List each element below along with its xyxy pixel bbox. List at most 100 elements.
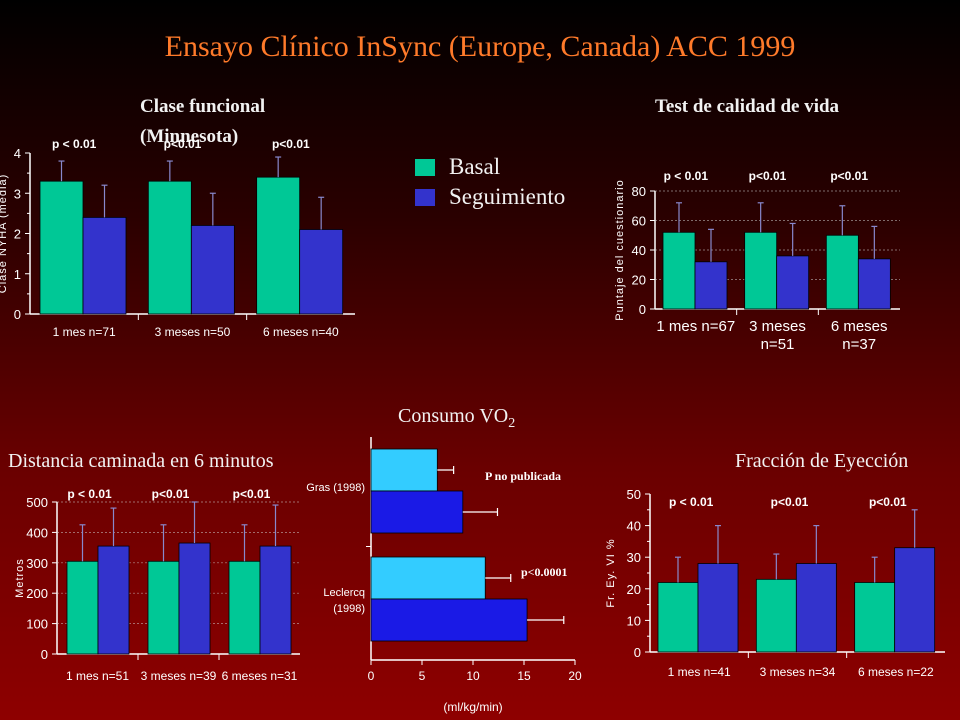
- chart1-title-line2: (Minnesota): [140, 126, 239, 147]
- consumo-vo2-category-label-1-1: (1998): [333, 603, 365, 615]
- distancia-ytick-label-3: 300: [26, 556, 48, 571]
- clase-funcional-bar-seguimiento-0: [82, 216, 127, 315]
- consumo-vo2-category-label-1: Leclercq: [323, 587, 365, 599]
- fraccion-eyeccion-category-label-1: 3 meses n=34: [760, 665, 836, 679]
- legend-swatch-basal: [415, 158, 435, 176]
- calidad-vida-ytick-label-3: 60: [632, 214, 646, 229]
- fraccion-eyeccion-ytick-label-3: 30: [627, 550, 641, 565]
- distancia-ytick-label-5: 500: [26, 495, 48, 510]
- fraccion-eyeccion-bar-seguimiento-1: [795, 563, 837, 653]
- fraccion-eyeccion-ytick-label-2: 20: [627, 582, 641, 597]
- clase-funcional-pvalue-2: p<0.01: [272, 137, 310, 151]
- consumo-vo2-xtick-label-4: 20: [568, 669, 582, 683]
- chart3-title: Distancia caminada en 6 minutos: [8, 450, 274, 472]
- clase-funcional-bar-basal-0: [39, 180, 84, 315]
- clase-funcional-category-label-0: 1 mes n=71: [53, 325, 116, 339]
- distancia-category-label-0: 1 mes n=51: [66, 669, 129, 683]
- fraccion-eyeccion-bar-basal-0: [657, 582, 699, 653]
- fraccion-eyeccion-pvalue-2: p<0.01: [869, 495, 907, 509]
- distancia-pvalue-0: p < 0.01: [67, 487, 112, 501]
- fraccion-eyeccion-ytick-label-4: 40: [627, 519, 641, 534]
- clase-funcional-y-label: Clase NYHA (media): [0, 174, 9, 293]
- consumo-vo2-x-label: (ml/kg/min): [443, 700, 502, 714]
- calidad-vida-ytick-label-2: 40: [632, 243, 646, 258]
- consumo-vo2-xtick-label-3: 15: [517, 669, 531, 683]
- distancia-category-label-2: 6 meses n=31: [222, 669, 298, 683]
- clase-funcional-bar-basal-1: [147, 180, 192, 315]
- consumo-vo2-bar-basal-1: [370, 556, 486, 600]
- calidad-vida-bar-seguimiento-2: [857, 258, 891, 310]
- fraccion-eyeccion-bar-seguimiento-0: [697, 563, 739, 653]
- calidad-vida-category-label-2: 6 meses: [831, 318, 888, 335]
- fraccion-eyeccion-y-label: Fr. Ey. VI %: [605, 538, 617, 607]
- fraccion-eyeccion-pvalue-0: p < 0.01: [669, 495, 714, 509]
- clase-funcional-bar-basal-2: [256, 176, 301, 315]
- clase-funcional-pvalue-0: p < 0.01: [52, 137, 97, 151]
- clase-funcional-pvalue-1: p<0.01: [164, 137, 202, 151]
- clase-funcional-ytick-label-1: 1: [14, 267, 21, 282]
- calidad-vida-category-label-2-1: n=37: [842, 336, 876, 353]
- chart4-title-text: Consumo VO: [398, 405, 509, 427]
- page-title: Ensayo Clínico InSync (Europe, Canada) A…: [164, 30, 796, 63]
- distancia-bar-seguimiento-0: [97, 545, 130, 655]
- fraccion-eyeccion-bar-basal-1: [755, 578, 797, 653]
- calidad-vida-bar-basal-2: [825, 234, 859, 310]
- distancia-bar-basal-2: [228, 560, 261, 655]
- fraccion-eyeccion-ytick-label-0: 0: [634, 645, 641, 660]
- clase-funcional-ytick-label-2: 2: [14, 227, 21, 242]
- calidad-vida-pvalue-1: p<0.01: [749, 169, 787, 183]
- distancia-ytick-label-0: 0: [41, 647, 48, 662]
- chart4-title: Consumo VO2: [398, 405, 515, 432]
- fraccion-eyeccion-pvalue-1: p<0.01: [771, 495, 809, 509]
- calidad-vida-ytick-label-4: 80: [632, 184, 646, 199]
- fraccion-eyeccion-category-label-2: 6 meses n=22: [858, 665, 934, 679]
- calidad-vida-bar-basal-1: [744, 231, 778, 310]
- legend-label-seguimiento: Seguimiento: [449, 184, 566, 209]
- consumo-vo2-category-label-0: Gras (1998): [306, 482, 365, 494]
- calidad-vida-ytick-label-0: 0: [639, 302, 646, 317]
- consumo-vo2-bar-seguimiento-0: [370, 490, 464, 534]
- fraccion-eyeccion-ytick-label-5: 50: [627, 487, 641, 502]
- distancia-ytick-label-4: 400: [26, 525, 48, 540]
- distancia-ytick-label-2: 200: [26, 586, 48, 601]
- distancia-ytick-label-1: 100: [26, 617, 48, 632]
- distancia-category-label-1: 3 meses n=39: [141, 669, 217, 683]
- clase-funcional-ytick-label-0: 0: [14, 307, 21, 322]
- clase-funcional-bar-seguimiento-1: [190, 225, 235, 315]
- clase-funcional-bar-seguimiento-2: [299, 229, 344, 315]
- chart4-title-sub: 2: [508, 416, 516, 431]
- distancia-bar-basal-1: [147, 560, 180, 655]
- consumo-vo2-xtick-label-1: 5: [419, 669, 426, 683]
- consumo-vo2-annotation-0: P no publicada: [485, 469, 561, 483]
- calidad-vida-y-label: Puntaje del cuestionario: [614, 179, 626, 320]
- chart1-title-line1: Clase funcional: [140, 96, 266, 117]
- clase-funcional-ytick-label-3: 3: [14, 186, 21, 201]
- clase-funcional-category-label-2: 6 meses n=40: [263, 325, 339, 339]
- calidad-vida-pvalue-2: p<0.01: [830, 169, 868, 183]
- legend-label-basal: Basal: [449, 154, 501, 179]
- calidad-vida-bar-seguimiento-1: [776, 255, 810, 310]
- distancia-pvalue-2: p<0.01: [233, 487, 271, 501]
- distancia-bar-seguimiento-2: [259, 545, 292, 655]
- fraccion-eyeccion-bar-seguimiento-2: [894, 547, 936, 653]
- legend-item-basal: Basal: [415, 152, 565, 182]
- chart2-title: Test de calidad de vida: [655, 96, 840, 117]
- distancia-bar-seguimiento-1: [178, 542, 211, 655]
- calidad-vida-pvalue-0: p < 0.01: [664, 169, 709, 183]
- calidad-vida-bar-basal-0: [662, 231, 696, 310]
- legend-swatch-seguimiento: [415, 188, 435, 206]
- fraccion-eyeccion-ytick-label-1: 10: [627, 613, 641, 628]
- chart5-title: Fracción de Eyección: [735, 450, 909, 472]
- consumo-vo2-xtick-label-0: 0: [368, 669, 375, 683]
- calidad-vida-category-label-0: 1 mes n=67: [656, 318, 735, 335]
- distancia-y-label: Metros: [14, 558, 26, 598]
- fraccion-eyeccion-category-label-0: 1 mes n=41: [668, 665, 731, 679]
- consumo-vo2-xtick-label-2: 10: [466, 669, 480, 683]
- consumo-vo2-annotation-1: p<0.0001: [521, 565, 568, 579]
- clase-funcional-category-label-1: 3 meses n=50: [155, 325, 231, 339]
- clase-funcional-ytick-label-4: 4: [14, 146, 21, 161]
- calidad-vida-bar-seguimiento-0: [694, 261, 728, 310]
- calidad-vida-ytick-label-1: 20: [632, 273, 646, 288]
- consumo-vo2-bar-seguimiento-1: [370, 598, 528, 642]
